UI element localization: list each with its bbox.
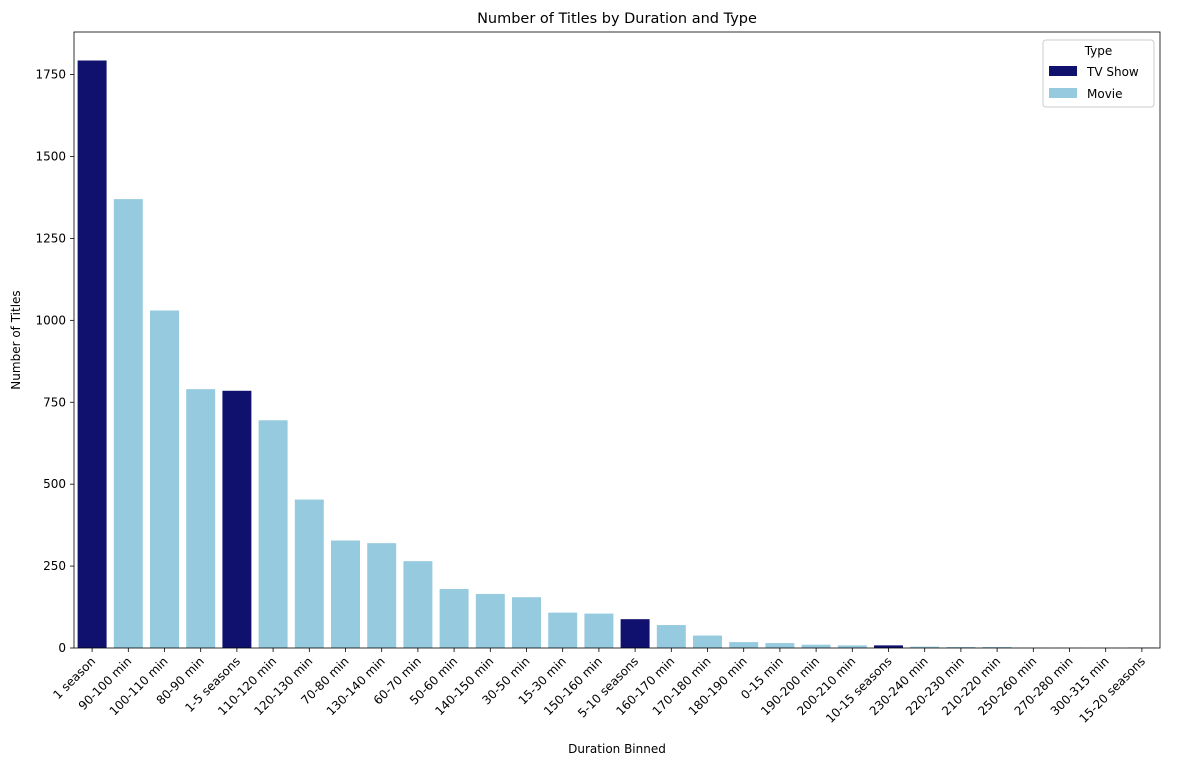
- bar-220-230-min: [946, 647, 976, 648]
- y-tick-label: 1000: [35, 313, 66, 327]
- legend-title: Type: [1084, 44, 1113, 58]
- bar-1-season: [77, 60, 107, 648]
- bar-5-10-seasons: [620, 619, 650, 648]
- chart-title: Number of Titles by Duration and Type: [477, 11, 757, 27]
- x-tick-label: 15-20 seasons: [1077, 654, 1149, 726]
- bar-15-30-min: [548, 612, 578, 648]
- bar-100-110-min: [150, 310, 179, 648]
- bar-90-100-min: [113, 199, 143, 649]
- bar-170-180-min: [693, 635, 722, 648]
- x-axis-title: Duration Binned: [568, 742, 666, 756]
- bar-80-90-min: [186, 389, 216, 648]
- legend-swatch-movie: [1049, 88, 1077, 98]
- legend-label-movie: Movie: [1087, 87, 1123, 101]
- bar-1-5-seasons: [222, 390, 252, 648]
- y-tick-label: 1750: [35, 68, 66, 82]
- bar-30-50-min: [512, 597, 541, 648]
- bar-0-15-min: [765, 643, 795, 648]
- y-tick-label: 750: [43, 395, 66, 409]
- bar-70-80-min: [331, 540, 360, 648]
- bar-50-60-min: [439, 589, 469, 648]
- legend: Type TV Show Movie: [1042, 39, 1155, 108]
- y-tick-label: 1250: [35, 231, 66, 245]
- y-axis-title: Number of Titles: [9, 290, 23, 389]
- bar-130-140-min: [367, 543, 397, 648]
- bar-210-220-min: [982, 647, 1012, 648]
- bar-180-190-min: [729, 642, 759, 648]
- y-axis: 0 250 500 750 1000 1250 1500 1750: [35, 68, 74, 655]
- bars-group: [77, 60, 1157, 649]
- plot-frame: [73, 31, 1161, 649]
- bar-110-120-min: [258, 420, 288, 648]
- y-tick-label: 1500: [35, 150, 66, 164]
- legend-label-tv-show: TV Show: [1086, 65, 1139, 79]
- y-tick-label: 500: [43, 477, 66, 491]
- bar-160-170-min: [656, 625, 686, 648]
- bar-230-240-min: [910, 646, 940, 648]
- bar-60-70-min: [403, 561, 433, 648]
- bar-140-150-min: [475, 593, 505, 648]
- legend-swatch-tv-show: [1049, 66, 1077, 76]
- y-tick-label: 0: [58, 641, 66, 655]
- bar-10-15-seasons: [874, 645, 903, 648]
- bar-150-160-min: [584, 613, 614, 648]
- bar-200-210-min: [837, 645, 867, 648]
- bar-190-200-min: [801, 644, 831, 648]
- bar-120-130-min: [294, 499, 324, 648]
- y-tick-label: 250: [43, 559, 66, 573]
